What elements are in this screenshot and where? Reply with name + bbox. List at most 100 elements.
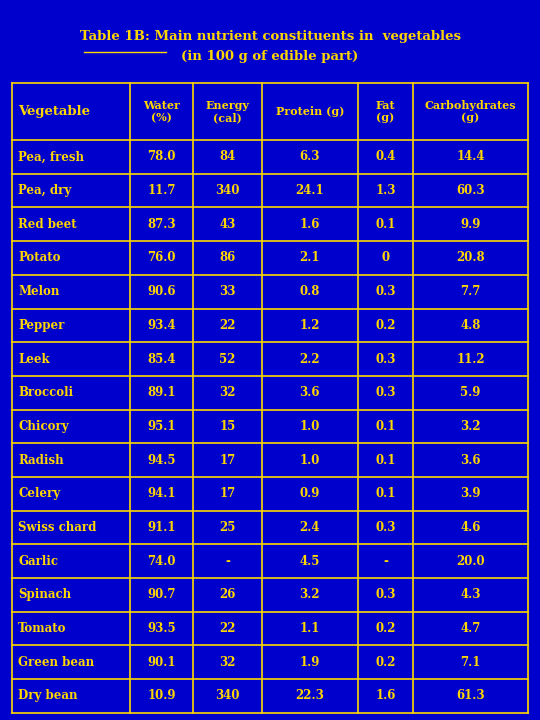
Text: 4.6: 4.6 [460,521,481,534]
Text: 0: 0 [381,251,389,264]
Text: Protein (g): Protein (g) [275,106,344,117]
Text: Pepper: Pepper [18,319,65,332]
Text: 3.2: 3.2 [300,588,320,601]
Text: 9.9: 9.9 [460,217,481,231]
Text: Carbohydrates
(g): Carbohydrates (g) [424,99,516,123]
Text: Potato: Potato [18,251,61,264]
Text: 0.3: 0.3 [375,521,396,534]
Text: 32: 32 [219,386,235,400]
Text: 2.4: 2.4 [300,521,320,534]
Text: Spinach: Spinach [18,588,71,601]
Text: Fat
(g): Fat (g) [375,99,395,123]
Text: 340: 340 [215,184,240,197]
Text: 20.0: 20.0 [456,554,485,567]
Text: Energy
(cal): Energy (cal) [205,99,249,123]
Text: 24.1: 24.1 [295,184,324,197]
Text: 2.2: 2.2 [300,353,320,366]
Text: 1.0: 1.0 [300,420,320,433]
Text: 25: 25 [219,521,235,534]
Text: 1.6: 1.6 [375,690,395,703]
Text: 1.6: 1.6 [300,217,320,231]
Text: 93.5: 93.5 [147,622,176,635]
Text: Pea, dry: Pea, dry [18,184,72,197]
Text: (in 100 g of edible part): (in 100 g of edible part) [181,50,359,63]
Text: 22: 22 [219,622,235,635]
Text: -: - [383,554,388,567]
Text: 17: 17 [219,454,235,467]
Text: Celery: Celery [18,487,60,500]
Text: 0.3: 0.3 [375,285,396,298]
Text: 0.2: 0.2 [375,622,396,635]
Text: Dry bean: Dry bean [18,690,78,703]
Text: Tomato: Tomato [18,622,67,635]
Text: Radish: Radish [18,454,64,467]
Text: Water
(%): Water (%) [143,99,180,123]
Text: 0.3: 0.3 [375,588,396,601]
Text: 61.3: 61.3 [456,690,485,703]
Text: 0.1: 0.1 [375,420,395,433]
Text: -: - [225,554,230,567]
Text: 91.1: 91.1 [147,521,176,534]
Text: 0.4: 0.4 [375,150,395,163]
Text: 340: 340 [215,690,240,703]
Text: 60.3: 60.3 [456,184,485,197]
Text: 76.0: 76.0 [147,251,176,264]
Text: 95.1: 95.1 [147,420,176,433]
Text: 7.1: 7.1 [460,656,481,669]
Text: 43: 43 [219,217,235,231]
Text: 2.1: 2.1 [300,251,320,264]
Text: Green bean: Green bean [18,656,94,669]
Text: 1.3: 1.3 [375,184,396,197]
Text: 3.6: 3.6 [300,386,320,400]
Text: 86: 86 [219,251,235,264]
Text: 14.4: 14.4 [456,150,485,163]
Text: 1.2: 1.2 [300,319,320,332]
Text: 89.1: 89.1 [147,386,176,400]
Text: 1.1: 1.1 [300,622,320,635]
Text: 0.8: 0.8 [300,285,320,298]
Text: Melon: Melon [18,285,60,298]
Text: Vegetable: Vegetable [18,105,90,118]
Text: 11.2: 11.2 [456,353,485,366]
Text: 4.7: 4.7 [460,622,481,635]
Text: 4.8: 4.8 [460,319,481,332]
Text: Garlic: Garlic [18,554,58,567]
Text: 32: 32 [219,656,235,669]
Text: 87.3: 87.3 [147,217,176,231]
Text: Leek: Leek [18,353,50,366]
Text: 10.9: 10.9 [147,690,176,703]
Text: 85.4: 85.4 [147,353,176,366]
Text: 0.1: 0.1 [375,487,395,500]
Text: 20.8: 20.8 [456,251,485,264]
Text: 3.2: 3.2 [460,420,481,433]
Text: 7.7: 7.7 [460,285,481,298]
Text: 6.3: 6.3 [300,150,320,163]
Text: Red beet: Red beet [18,217,77,231]
Text: Pea, fresh: Pea, fresh [18,150,84,163]
Text: 52: 52 [219,353,235,366]
Text: 1.0: 1.0 [300,454,320,467]
Text: 5.9: 5.9 [460,386,481,400]
Text: 0.1: 0.1 [375,454,395,467]
Text: Chicory: Chicory [18,420,69,433]
Text: 1.9: 1.9 [300,656,320,669]
Text: 90.1: 90.1 [147,656,176,669]
Text: 17: 17 [219,487,235,500]
Text: 78.0: 78.0 [147,150,176,163]
Text: 3.6: 3.6 [460,454,481,467]
Text: 0.3: 0.3 [375,353,396,366]
Text: Swiss chard: Swiss chard [18,521,97,534]
Text: Broccoli: Broccoli [18,386,73,400]
Text: 0.1: 0.1 [375,217,395,231]
Text: 33: 33 [219,285,235,298]
Text: 11.7: 11.7 [147,184,176,197]
Text: 26: 26 [219,588,235,601]
Text: 4.5: 4.5 [300,554,320,567]
Text: 74.0: 74.0 [147,554,176,567]
Text: 0.9: 0.9 [300,487,320,500]
Text: 93.4: 93.4 [147,319,176,332]
Text: 94.5: 94.5 [147,454,176,467]
Text: 0.3: 0.3 [375,386,396,400]
Text: 0.2: 0.2 [375,656,396,669]
Text: 0.2: 0.2 [375,319,396,332]
